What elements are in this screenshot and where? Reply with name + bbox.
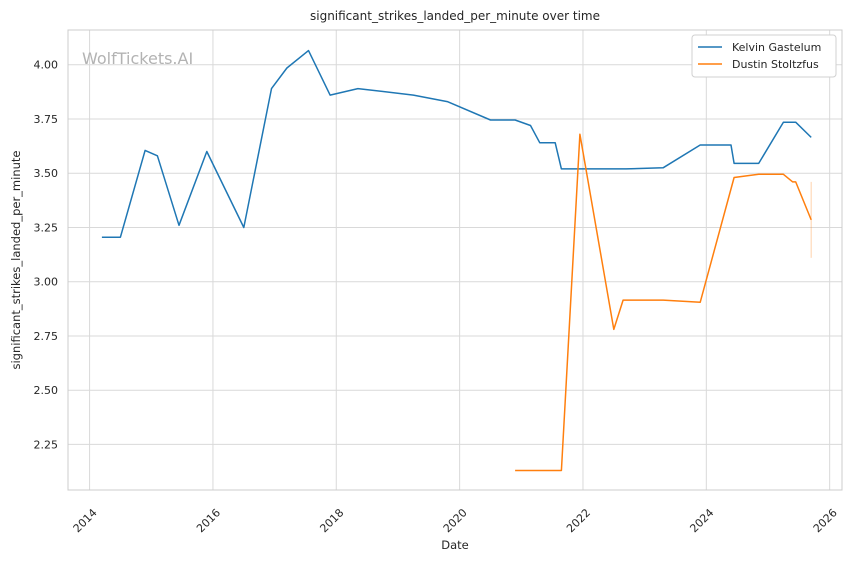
series-line-dustin-stoltzfus [515, 133, 812, 472]
y-tick-label: 2.50 [34, 384, 59, 397]
x-tick-label: 2024 [687, 506, 716, 535]
plot-frame [67, 29, 843, 491]
y-tick-label: 2.25 [34, 438, 59, 451]
x-axis-ticks: 2014 2016 2018 2020 2022 2024 2026 [71, 506, 840, 535]
y-tick-label: 2.75 [34, 330, 59, 343]
chart-title: significant_strikes_landed_per_minute ov… [310, 9, 600, 23]
legend-label-kelvin-gastelum: Kelvin Gastelum [732, 41, 821, 54]
watermark: WolfTickets.AI [82, 49, 193, 68]
x-tick-label: 2018 [317, 506, 346, 535]
y-axis-ticks: 2.25 2.50 2.75 3.00 3.25 3.50 3.75 4.00 [34, 59, 59, 452]
y-tick-label: 3.75 [34, 113, 59, 126]
series-line-kelvin-gastelum [101, 49, 812, 238]
grid [68, 30, 842, 490]
series-layer [101, 49, 812, 472]
y-tick-label: 4.00 [34, 59, 59, 72]
y-tick-label: 3.25 [34, 221, 59, 234]
y-tick-label: 3.00 [34, 276, 59, 289]
x-tick-label: 2016 [194, 506, 223, 535]
y-axis-title: significant_strikes_landed_per_minute [9, 151, 23, 370]
x-axis-title: Date [441, 538, 469, 552]
x-tick-label: 2026 [811, 506, 840, 535]
legend-label-dustin-stoltzfus: Dustin Stoltzfus [732, 58, 819, 71]
legend-box [691, 34, 837, 78]
x-tick-label: 2022 [564, 506, 593, 535]
x-tick-label: 2014 [71, 506, 100, 535]
x-tick-label: 2020 [441, 506, 470, 535]
legend: Kelvin Gastelum Dustin Stoltzfus [691, 34, 837, 78]
y-tick-label: 3.50 [34, 167, 59, 180]
